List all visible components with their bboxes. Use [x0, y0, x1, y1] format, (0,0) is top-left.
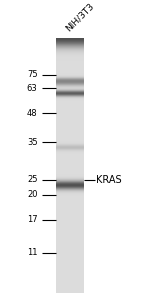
Text: 25: 25 [27, 175, 38, 184]
Text: 20: 20 [27, 190, 38, 199]
Text: 11: 11 [27, 248, 38, 257]
Text: 48: 48 [27, 109, 38, 118]
Text: 63: 63 [27, 84, 38, 93]
Text: 75: 75 [27, 70, 38, 79]
Text: 17: 17 [27, 215, 38, 224]
Text: KRAS: KRAS [96, 175, 122, 185]
Text: 35: 35 [27, 138, 38, 147]
Text: NIH/3T3: NIH/3T3 [64, 1, 96, 33]
